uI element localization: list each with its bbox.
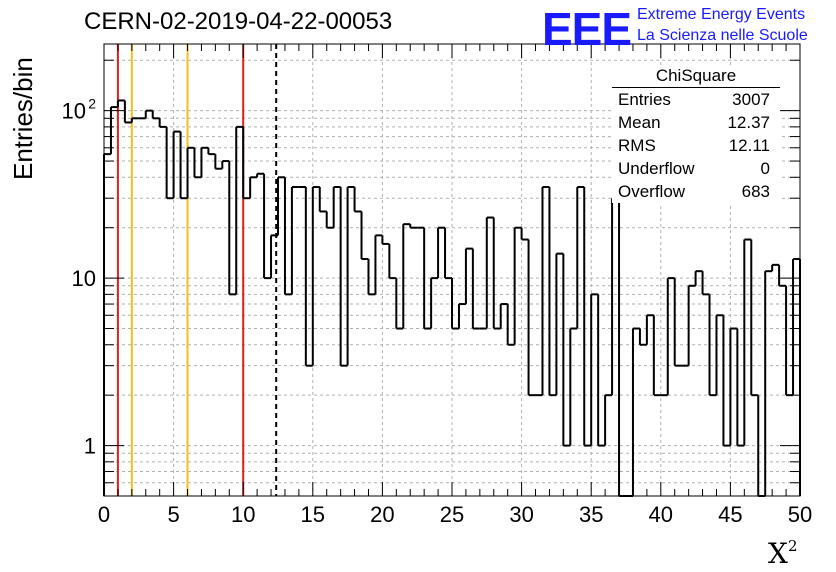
stats-row: Overflow 683 [612, 180, 780, 203]
grid-lines [104, 44, 800, 497]
stats-label: Mean [618, 113, 661, 132]
x-axis-label: X2 [768, 537, 797, 570]
y-tick-label: 10 [72, 266, 96, 291]
stats-value: 0 [760, 159, 770, 178]
eee-logo: EEE [542, 3, 632, 55]
x-tick-label: 10 [231, 502, 255, 527]
x-axis-label-main: X [768, 537, 788, 570]
logo-line-2: La Scienza nelle Scuole [637, 27, 808, 44]
stats-value: 683 [741, 182, 770, 201]
y-axis-label: Entries/bin [8, 57, 38, 180]
x-tick-label: 5 [167, 502, 179, 527]
stats-label: RMS [618, 136, 656, 155]
stats-row: Underflow 0 [612, 157, 780, 180]
stats-box: ChiSquare Entries 3007 Mean 12.37 RMS 12.11… [612, 66, 780, 203]
x-tick-label: 40 [649, 502, 673, 527]
stats-row: Entries 3007 [612, 88, 780, 111]
y-tick-label: 1 [84, 434, 96, 459]
stats-row: RMS 12.11 [612, 134, 780, 157]
stats-value: 12.37 [727, 113, 770, 132]
x-tick-label: 35 [579, 502, 603, 527]
stats-title: ChiSquare [612, 66, 780, 88]
x-tick-label: 15 [301, 502, 325, 527]
x-tick-label: 30 [509, 502, 533, 527]
x-axis-label-sup: 2 [787, 537, 798, 555]
logo-line-1: Extreme Energy Events [637, 6, 806, 23]
x-tick-label: 0 [98, 502, 110, 527]
y-tick-label: 10 [62, 99, 86, 124]
stats-value: 12.11 [728, 136, 770, 155]
axis-ticks [103, 44, 801, 497]
eee-logo-text: Extreme Energy Events La Scienza nelle S… [637, 4, 808, 46]
stats-label: Entries [618, 90, 671, 109]
x-tick-label: 25 [440, 502, 464, 527]
y-tick-label-exponent: 2 [88, 96, 96, 112]
stats-row: Mean 12.37 [612, 111, 780, 134]
x-tick-label: 50 [788, 502, 812, 527]
x-tick-label: 45 [718, 502, 742, 527]
stats-label: Overflow [618, 182, 686, 201]
stats-label: Underflow [618, 159, 695, 178]
stats-value: 3007 [732, 90, 770, 109]
run-title: CERN-02-2019-04-22-00053 [84, 8, 393, 35]
reference-lines [116, 44, 278, 496]
x-tick-label: 20 [370, 502, 394, 527]
